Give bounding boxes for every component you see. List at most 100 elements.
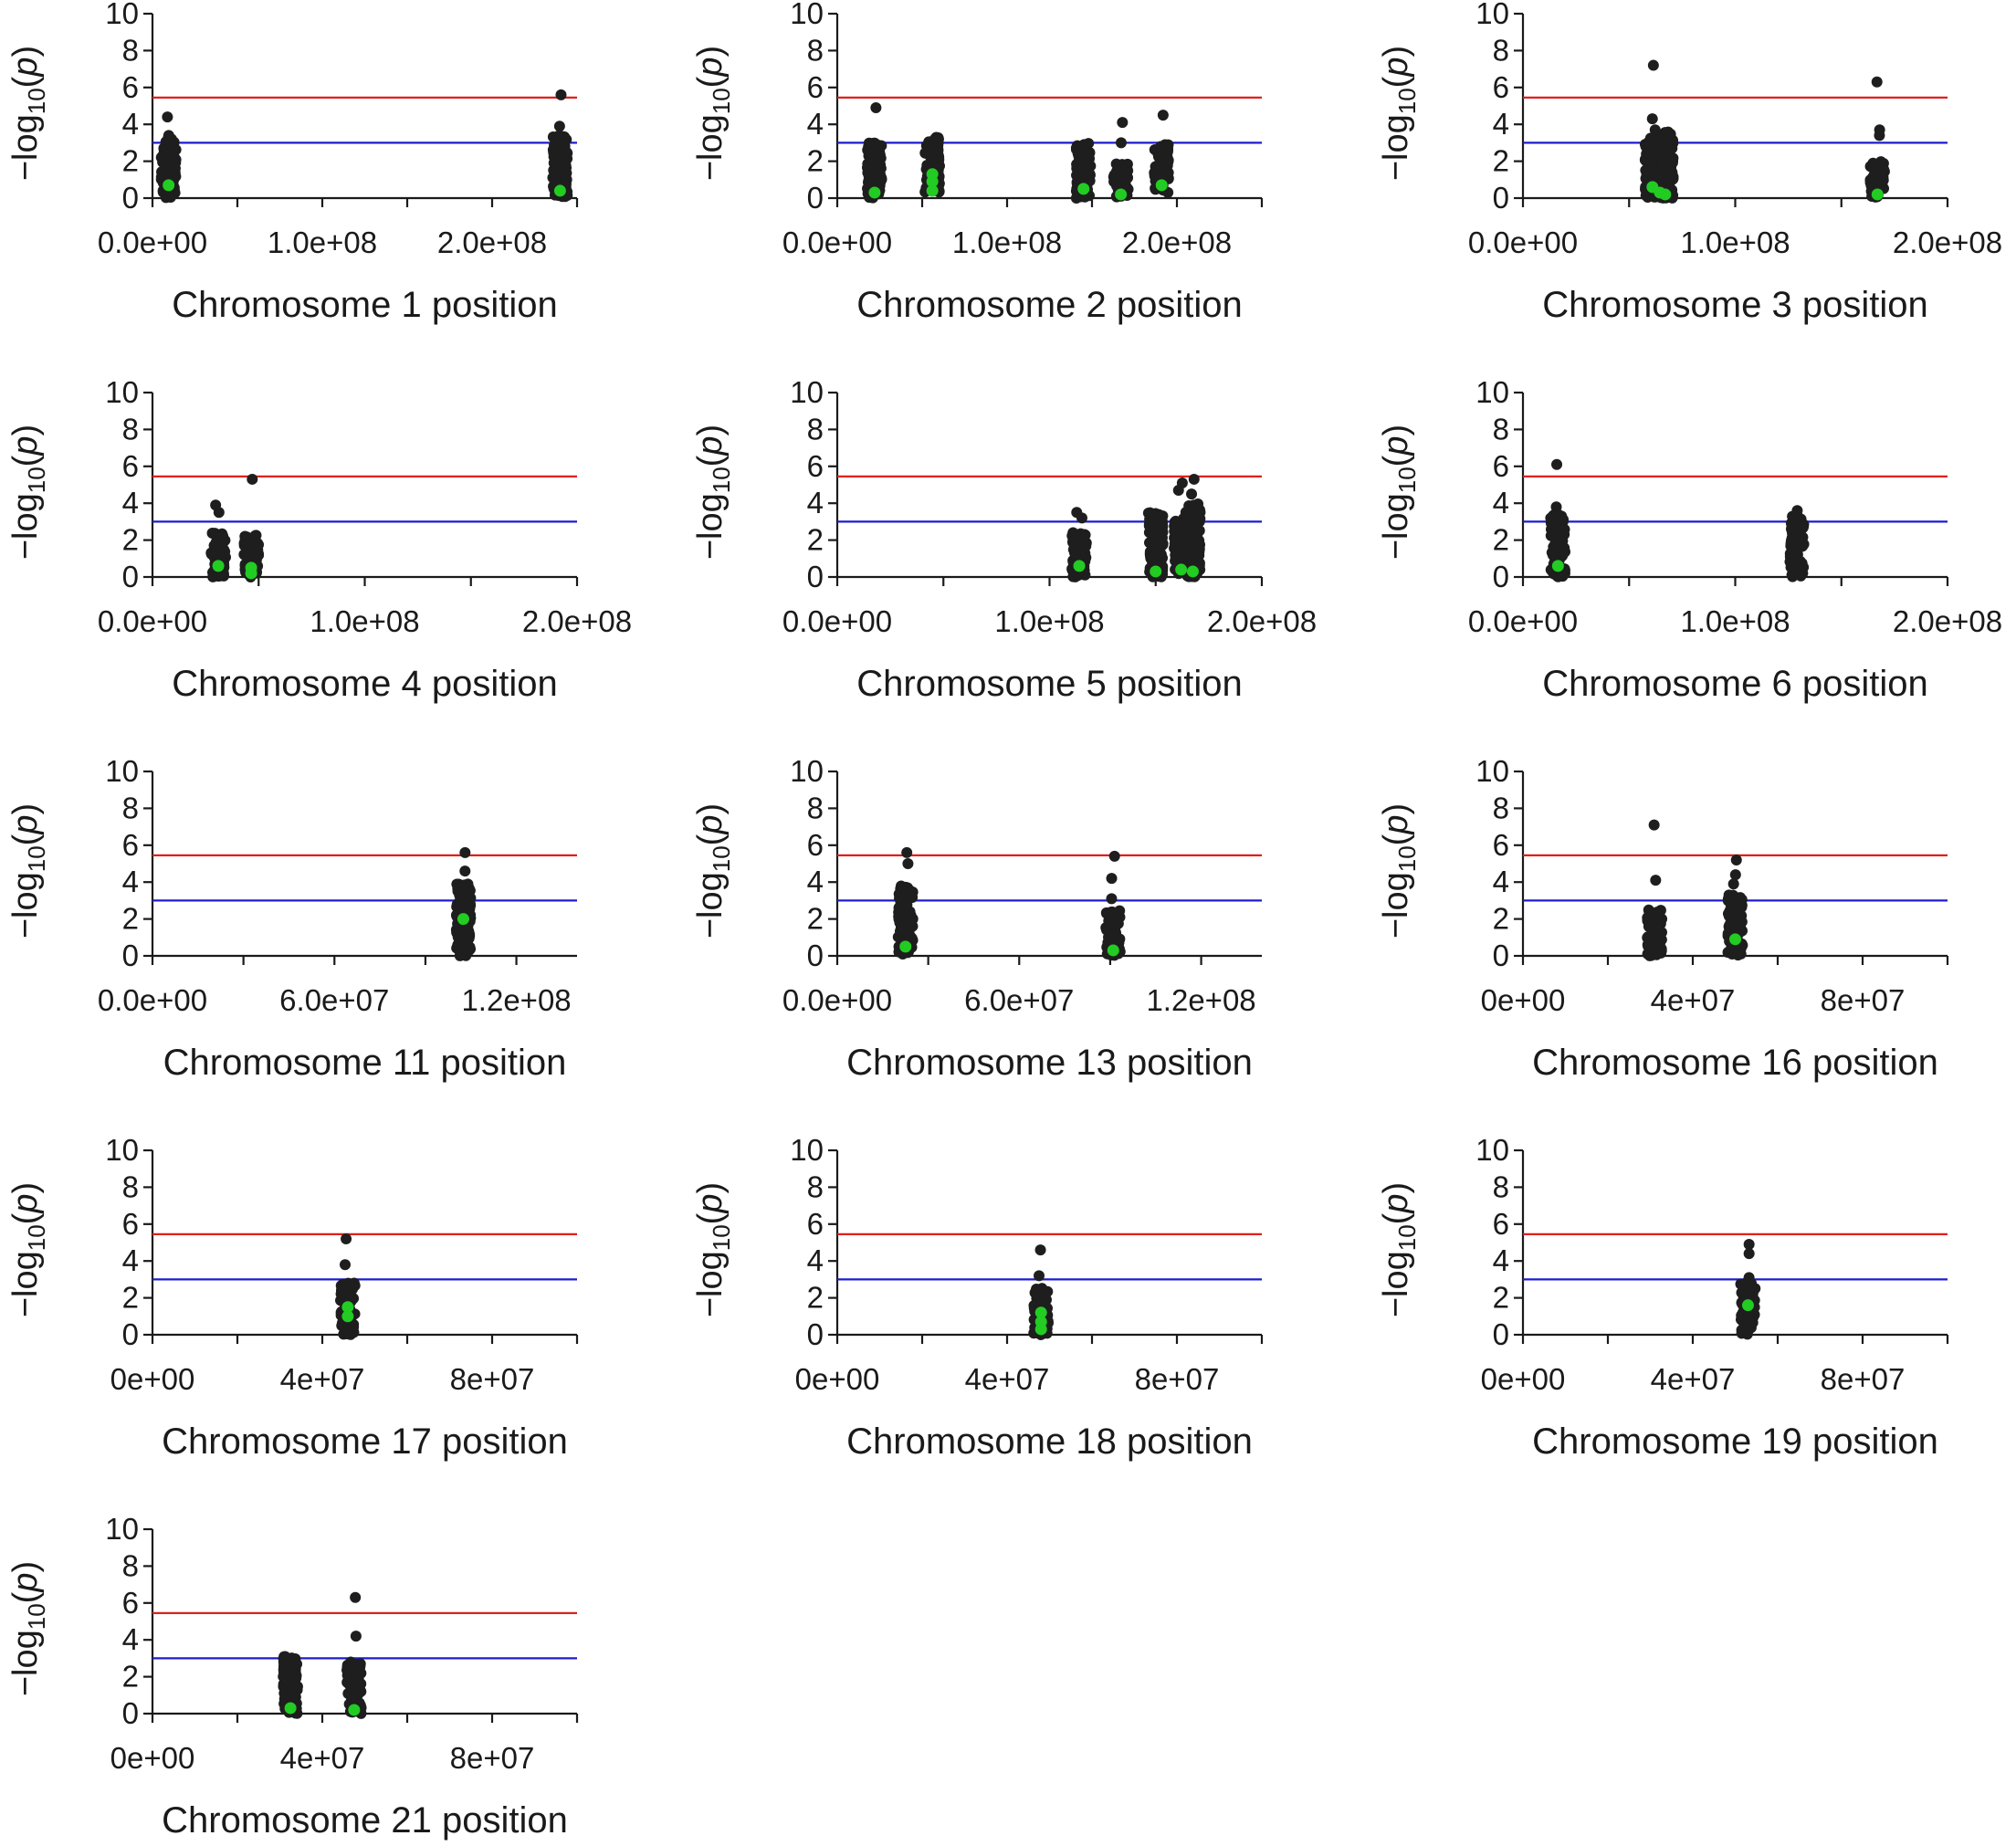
y-axis-title-open: ( bbox=[6, 76, 45, 88]
x-tick-label: 2.0e+08 bbox=[1893, 226, 2002, 259]
snp-point bbox=[351, 1670, 362, 1682]
highlight-snp-point bbox=[899, 940, 912, 953]
snp-point bbox=[1658, 160, 1670, 172]
snp-point bbox=[206, 528, 218, 540]
y-tick-label: 2 bbox=[807, 523, 824, 557]
snp-point bbox=[1871, 163, 1883, 174]
highlight-snp-point bbox=[926, 175, 939, 188]
snp-point bbox=[1162, 139, 1174, 151]
snp-point bbox=[353, 1683, 365, 1694]
y-tick-label: 4 bbox=[122, 486, 139, 519]
y-tick-label: 0 bbox=[807, 1317, 824, 1351]
y-axis-title-p: p bbox=[6, 1573, 45, 1593]
y-tick-label: 8 bbox=[1493, 412, 1509, 446]
highlight-snp-point bbox=[1871, 188, 1884, 201]
y-axis-title-p: p bbox=[691, 58, 730, 78]
y-tick-label: 10 bbox=[790, 375, 824, 409]
snp-point bbox=[1154, 539, 1166, 551]
y-axis-title: −log10(p) bbox=[1377, 46, 1421, 181]
x-tick-label: 6.0e+07 bbox=[964, 983, 1074, 1017]
y-tick-label: 4 bbox=[1493, 1243, 1509, 1277]
y-tick-label: 6 bbox=[807, 449, 824, 483]
y-axis-title-prefix: −log bbox=[6, 1630, 45, 1696]
x-tick-label: 1.2e+08 bbox=[1146, 983, 1255, 1017]
y-axis-title: −log10(p) bbox=[1377, 425, 1421, 560]
snp-point bbox=[1648, 819, 1660, 831]
y-axis-title-subscript: 10 bbox=[708, 1224, 735, 1251]
snp-point bbox=[283, 1691, 295, 1703]
x-tick-label: 0e+00 bbox=[110, 1362, 195, 1396]
y-axis-title: −log10(p) bbox=[6, 1182, 50, 1317]
y-tick-label: 4 bbox=[1493, 865, 1509, 898]
snp-point bbox=[1172, 485, 1184, 497]
y-tick-label: 10 bbox=[105, 1133, 139, 1167]
x-axis-title: Chromosome 16 position bbox=[1532, 1043, 1938, 1083]
y-axis-title-p: p bbox=[1377, 436, 1415, 456]
y-axis-title-prefix: −log bbox=[691, 1251, 730, 1317]
y-axis-title-close: ) bbox=[1377, 803, 1415, 815]
y-axis-title-open: ( bbox=[1377, 834, 1415, 845]
y-axis-title: −log10(p) bbox=[6, 46, 50, 181]
snp-point bbox=[925, 158, 937, 170]
snp-point bbox=[241, 531, 253, 543]
x-tick-label: 0.0e+00 bbox=[782, 604, 892, 638]
x-tick-label: 2.0e+08 bbox=[1893, 604, 2002, 638]
snp-point bbox=[350, 1591, 362, 1603]
snp-point bbox=[1642, 914, 1654, 926]
x-tick-label: 0.0e+00 bbox=[1468, 226, 1578, 259]
snp-point bbox=[1658, 148, 1670, 160]
x-tick-label: 2.0e+08 bbox=[522, 604, 632, 638]
snp-point bbox=[1791, 505, 1803, 517]
highlight-snp-point bbox=[1034, 1306, 1047, 1319]
highlight-snp-point bbox=[245, 567, 257, 580]
y-axis-title: −log10(p) bbox=[6, 425, 50, 560]
x-axis-title: Chromosome 18 position bbox=[846, 1421, 1253, 1462]
y-tick-label: 2 bbox=[122, 144, 139, 178]
snp-point bbox=[932, 144, 944, 156]
x-tick-label: 1.0e+08 bbox=[1680, 604, 1790, 638]
x-tick-label: 2.0e+08 bbox=[437, 226, 547, 259]
y-axis-title-close: ) bbox=[6, 46, 45, 58]
snp-point bbox=[870, 142, 882, 153]
y-tick-label: 6 bbox=[122, 1586, 139, 1620]
y-tick-label: 2 bbox=[807, 902, 824, 936]
x-tick-label: 8e+07 bbox=[450, 1362, 535, 1396]
snp-point bbox=[1789, 563, 1801, 575]
snp-point bbox=[1156, 150, 1168, 162]
y-axis-title-close: ) bbox=[1377, 425, 1415, 436]
snp-point bbox=[1103, 918, 1115, 930]
snp-point bbox=[346, 1659, 358, 1671]
y-axis-title-subscript: 10 bbox=[23, 845, 50, 872]
y-tick-label: 2 bbox=[1493, 144, 1509, 178]
snp-point bbox=[1655, 927, 1667, 939]
x-tick-label: 8e+07 bbox=[1821, 1362, 1906, 1396]
snp-point bbox=[215, 546, 226, 558]
highlight-snp-point bbox=[1551, 560, 1564, 572]
snp-point bbox=[278, 1652, 289, 1664]
y-axis-title-subscript: 10 bbox=[1393, 1224, 1421, 1251]
y-axis-title: −log10(p) bbox=[1377, 803, 1421, 939]
snp-point bbox=[1736, 1309, 1748, 1321]
x-tick-label: 4e+07 bbox=[280, 1362, 365, 1396]
y-axis-title-prefix: −log bbox=[1377, 872, 1415, 939]
y-tick-label: 0 bbox=[1493, 1317, 1509, 1351]
y-tick-label: 4 bbox=[1493, 486, 1509, 519]
y-axis-title-open: ( bbox=[6, 455, 45, 467]
y-axis-title-open: ( bbox=[691, 1212, 730, 1224]
y-tick-label: 2 bbox=[807, 1281, 824, 1315]
snp-point bbox=[898, 892, 909, 904]
y-axis-title-prefix: −log bbox=[1377, 1251, 1415, 1317]
y-axis-title-p: p bbox=[1377, 58, 1415, 78]
snp-point bbox=[459, 846, 471, 858]
snp-point bbox=[1155, 514, 1167, 526]
snp-point bbox=[1181, 516, 1192, 528]
y-axis-title: −log10(p) bbox=[6, 1561, 50, 1696]
snp-point bbox=[162, 111, 173, 123]
y-tick-label: 8 bbox=[1493, 791, 1509, 824]
y-tick-label: 8 bbox=[122, 1548, 139, 1582]
snp-point bbox=[457, 880, 469, 892]
